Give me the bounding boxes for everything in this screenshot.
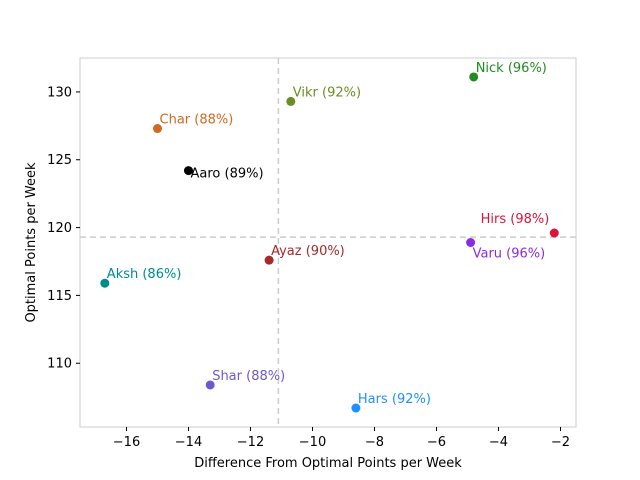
data-point — [205, 380, 215, 390]
data-point — [286, 96, 296, 106]
data-point — [469, 72, 479, 82]
data-point — [466, 238, 476, 247]
data-points: Nick (96%) Vikr (92%) Char (88%) Aaro (89%)… — [100, 61, 559, 413]
y-tick-label: 130 — [47, 85, 72, 100]
x-tick-label: −16 — [113, 435, 140, 450]
data-point — [153, 124, 162, 134]
x-tick-label: −2 — [551, 435, 570, 450]
data-point-label: Hirs (98%) — [481, 212, 550, 227]
y-axis-label: Optimal Points per Week — [24, 162, 39, 323]
data-point-label: Vikr (92%) — [293, 85, 361, 100]
data-point-label: Aksh (86%) — [107, 267, 182, 282]
reference-lines — [80, 58, 576, 427]
y-tick-label: 125 — [47, 153, 72, 168]
x-tick-label: −14 — [175, 435, 202, 450]
x-tick-label: −10 — [299, 435, 326, 450]
y-tick-label: 110 — [47, 357, 72, 372]
x-tick-label: −8 — [365, 435, 384, 450]
x-axis-ticks: −16 −14 −12 −10 −8 −6 −4 −2 — [113, 427, 570, 450]
data-point-label: Aaro (89%) — [191, 167, 264, 182]
y-tick-label: 120 — [47, 221, 72, 236]
data-point-label: Nick (96%) — [476, 61, 547, 76]
x-tick-label: −4 — [489, 435, 508, 450]
data-point — [264, 255, 274, 265]
data-point — [100, 278, 110, 288]
plot-frame — [79, 57, 577, 428]
y-axis-ticks: 110 115 120 125 130 — [47, 85, 80, 372]
data-point — [351, 403, 361, 413]
x-tick-label: −6 — [427, 435, 446, 450]
x-tick-label: −12 — [237, 435, 264, 450]
data-point-label: Shar (88%) — [212, 369, 285, 384]
y-tick-label: 115 — [47, 289, 72, 304]
data-point-label: Hars (92%) — [358, 392, 431, 407]
data-point — [549, 228, 559, 238]
data-point — [184, 166, 193, 176]
x-axis-label: Difference From Optimal Points per Week — [194, 456, 462, 471]
data-point-label: Char (88%) — [160, 113, 234, 128]
data-point-label: Ayaz (90%) — [271, 244, 345, 259]
data-point-label: Varu (96%) — [473, 247, 546, 262]
